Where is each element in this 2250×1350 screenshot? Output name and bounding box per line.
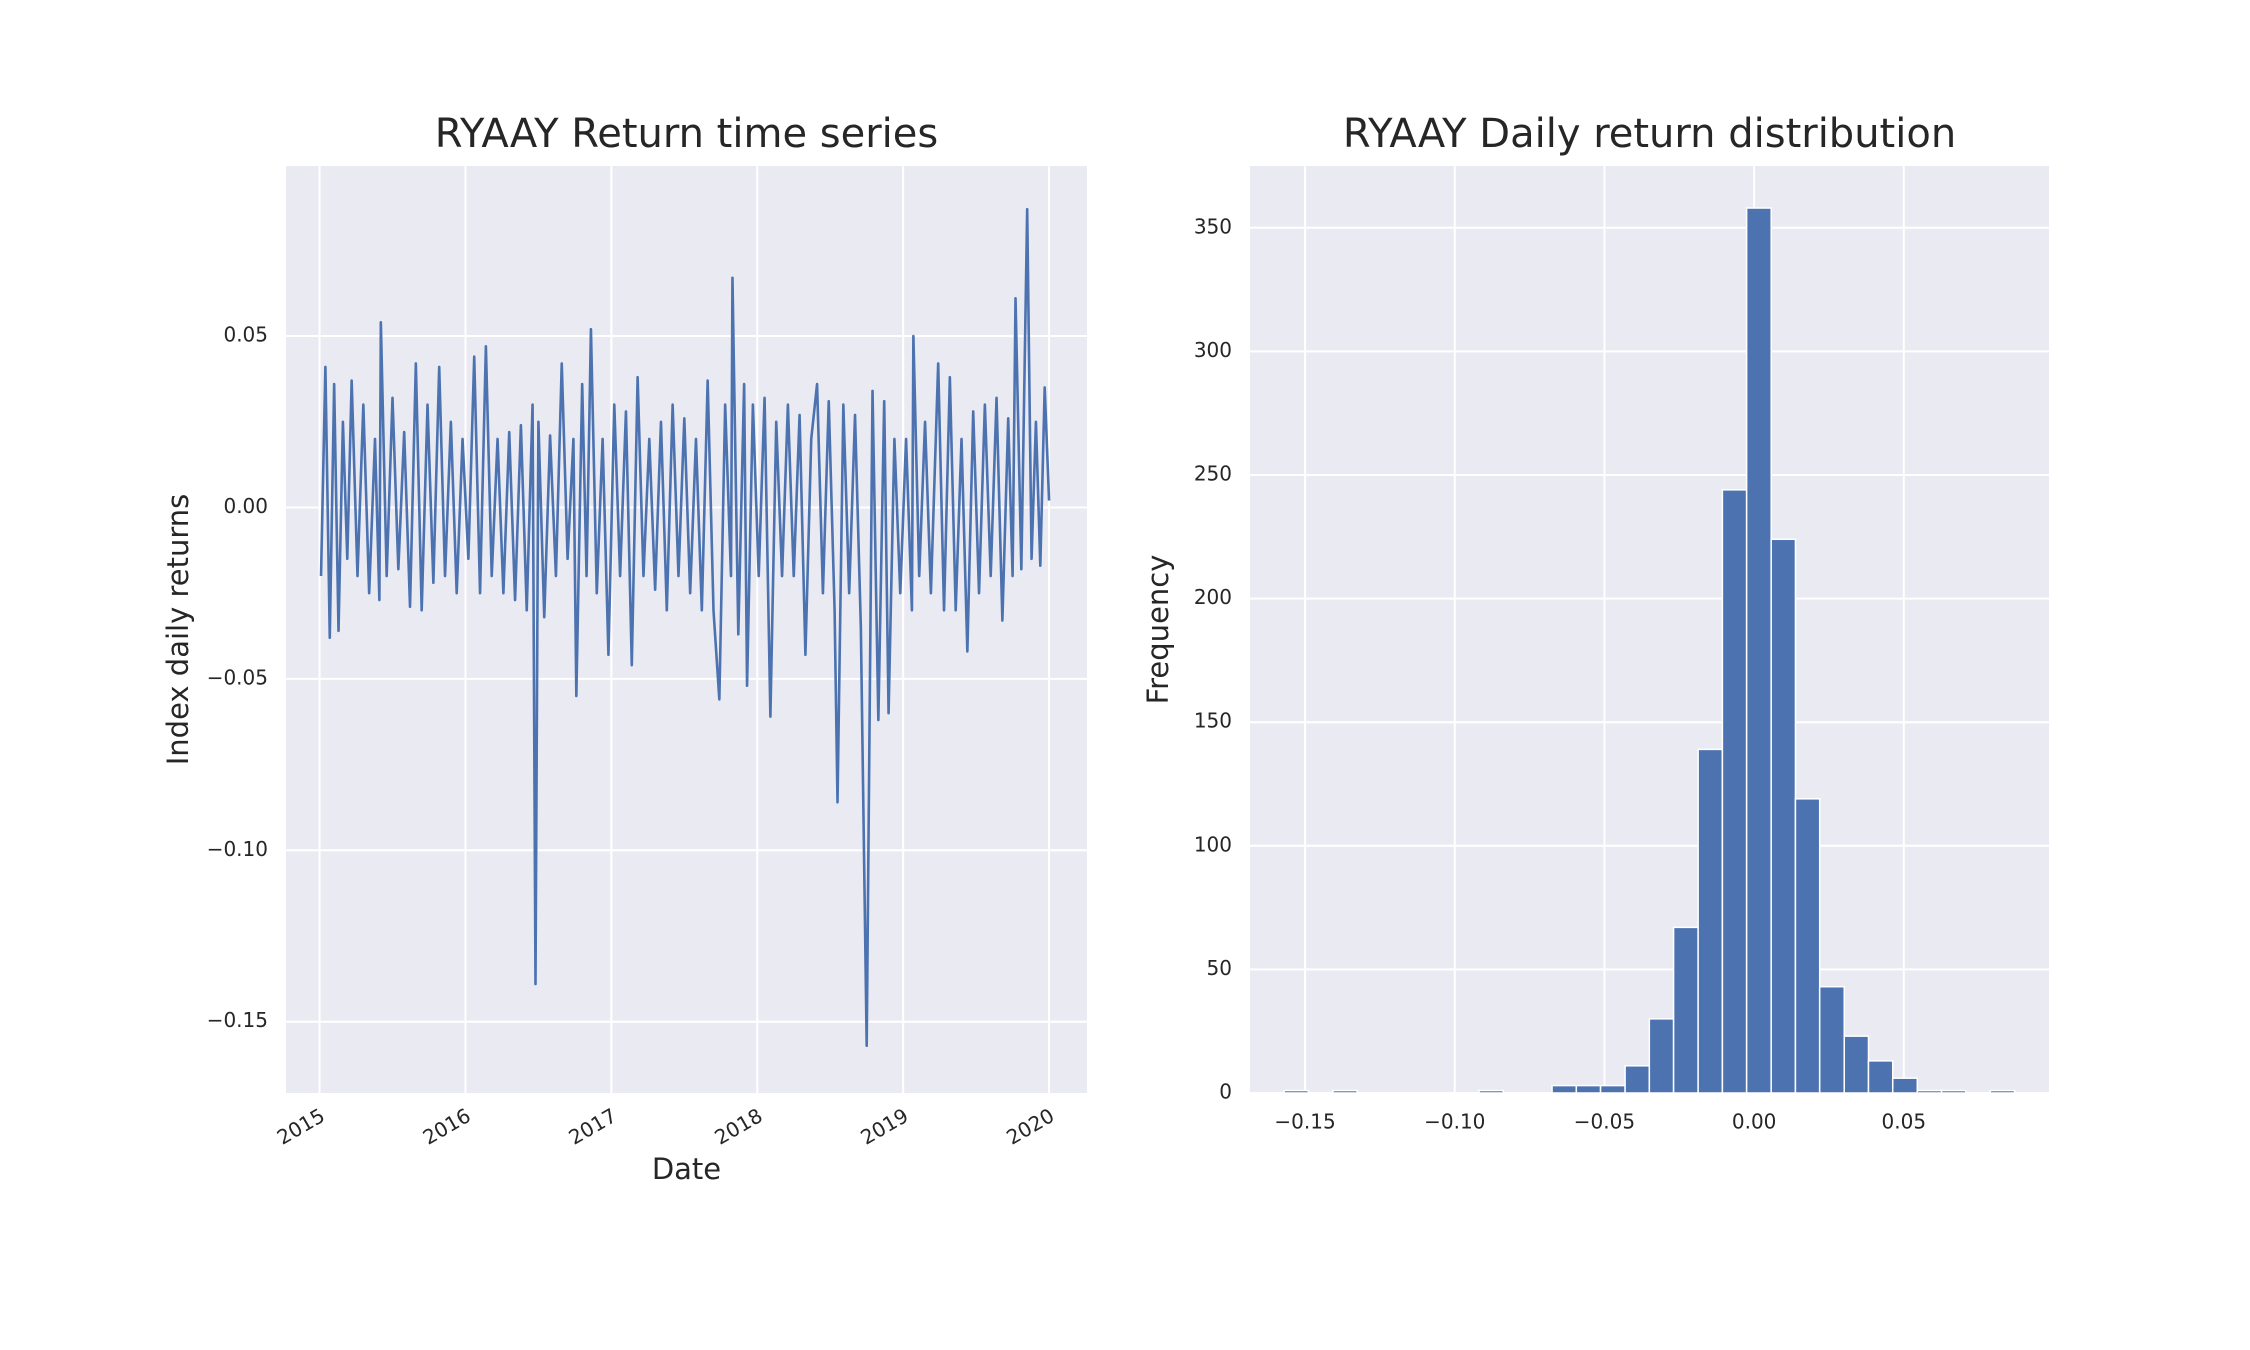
y-tick-label: 300 bbox=[1194, 338, 1232, 362]
histogram-bar bbox=[1794, 798, 1821, 1094]
histogram-bar bbox=[1745, 207, 1772, 1094]
x-tick-label: −0.15 bbox=[1274, 1110, 1335, 1134]
x-tick-label: −0.05 bbox=[1574, 1110, 1635, 1134]
y-tick-label: 0.00 bbox=[223, 494, 268, 518]
histogram-bar bbox=[1770, 538, 1797, 1094]
histogram-bar bbox=[1551, 1084, 1578, 1094]
x-tick-label: 0.00 bbox=[1732, 1110, 1777, 1134]
x-tick-label: 2017 bbox=[565, 1103, 621, 1149]
x-tick-label: 2018 bbox=[710, 1103, 766, 1149]
histogram-bar bbox=[1721, 489, 1748, 1094]
histogram-bar bbox=[1989, 1089, 2016, 1094]
x-tick-label: −0.10 bbox=[1424, 1110, 1485, 1134]
y-tick-label: 200 bbox=[1194, 585, 1232, 609]
histogram-bar bbox=[1672, 926, 1699, 1094]
x-axis-label: Date bbox=[652, 1152, 721, 1186]
histogram-bar bbox=[1940, 1089, 1967, 1094]
x-tick-label: 0.05 bbox=[1882, 1110, 1927, 1134]
x-tick-label: 2019 bbox=[856, 1103, 912, 1149]
histogram-bar bbox=[1697, 748, 1724, 1094]
histogram-bar bbox=[1599, 1084, 1626, 1094]
y-tick-label: 0.05 bbox=[223, 323, 268, 347]
chart-title: RYAAY Daily return distribution bbox=[1343, 111, 1956, 157]
y-tick-label: 150 bbox=[1194, 709, 1232, 733]
y-axis-label: Index daily returns bbox=[161, 494, 195, 766]
y-tick-label: 350 bbox=[1194, 214, 1232, 238]
plot-area bbox=[286, 166, 1087, 1093]
x-tick-label: 2015 bbox=[273, 1103, 329, 1149]
histogram-bar bbox=[1916, 1089, 1943, 1094]
x-tick-label: 2020 bbox=[1002, 1103, 1058, 1149]
histogram-bar bbox=[1624, 1065, 1651, 1094]
y-tick-label: 50 bbox=[1207, 956, 1232, 980]
histogram-bar bbox=[1648, 1018, 1675, 1094]
y-tick-label: 0 bbox=[1219, 1080, 1232, 1104]
plot-area bbox=[1250, 166, 2049, 1093]
y-tick-label: 100 bbox=[1194, 832, 1232, 856]
histogram-bar bbox=[1332, 1089, 1358, 1094]
histogram-bar bbox=[1891, 1077, 1919, 1094]
return-line bbox=[319, 207, 1051, 1047]
chart-title: RYAAY Return time series bbox=[435, 111, 938, 157]
histogram-bar bbox=[1478, 1089, 1505, 1094]
y-tick-label: −0.05 bbox=[207, 665, 268, 689]
histogram-bar bbox=[1843, 1035, 1870, 1094]
x-tick-label: 2016 bbox=[419, 1103, 475, 1149]
y-tick-label: −0.10 bbox=[207, 837, 268, 861]
histogram-bar bbox=[1283, 1089, 1310, 1094]
y-tick-label: −0.15 bbox=[207, 1008, 268, 1032]
histogram-bar bbox=[1867, 1060, 1894, 1094]
histogram-bar bbox=[1575, 1084, 1602, 1094]
y-axis-label: Frequency bbox=[1141, 555, 1175, 705]
histogram-bar bbox=[1818, 985, 1845, 1094]
y-tick-label: 250 bbox=[1194, 462, 1232, 486]
